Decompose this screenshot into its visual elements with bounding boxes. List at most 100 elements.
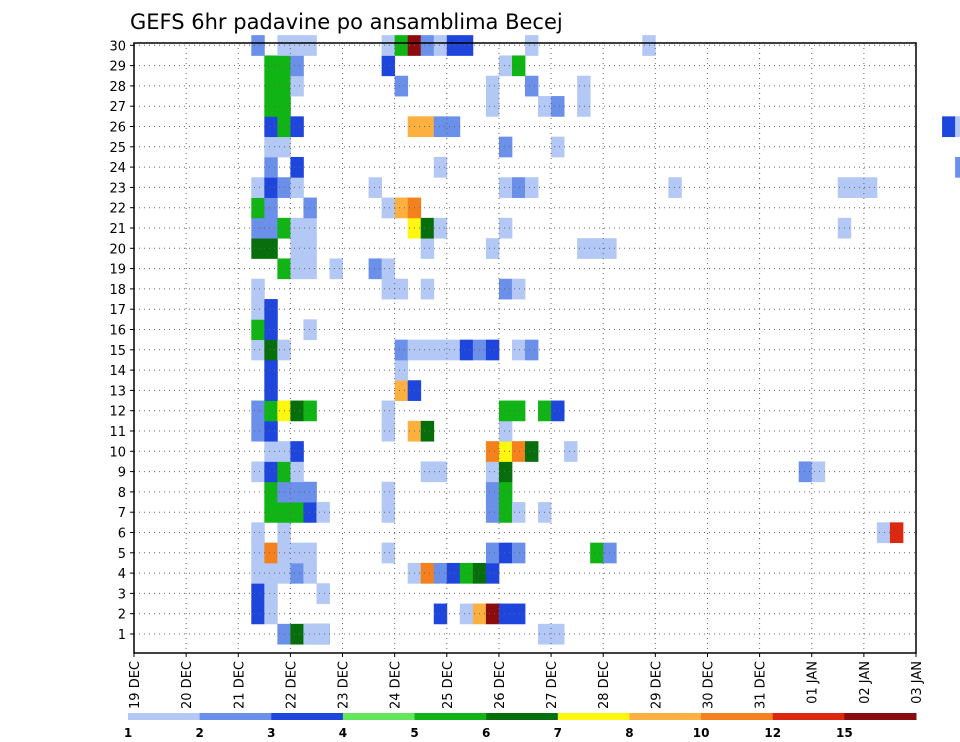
cell-member-8-4 (381, 481, 396, 503)
cell-member-30-3 (303, 35, 317, 56)
cell-member-29-0 (264, 55, 278, 77)
chart-title: GEFS 6hr padavine po ansamblima Becej (130, 10, 563, 34)
cell-member-20-7 (590, 238, 604, 259)
cell-member-23-7 (525, 177, 539, 198)
cell-member-20-1 (264, 238, 278, 259)
cell-member-15-5 (420, 339, 435, 361)
y-tick-label-7: 7 (118, 506, 126, 521)
cell-member-22-4 (394, 197, 409, 219)
cell-member-6-3 (889, 522, 904, 544)
cell-member-10-4 (498, 441, 513, 462)
cell-member-1-4 (303, 623, 317, 645)
y-tick-label-26: 26 (109, 121, 126, 136)
cell-member-16-1 (264, 319, 278, 341)
cell-member-15-11 (511, 339, 526, 361)
y-tick-label-27: 27 (109, 100, 126, 115)
cell-member-5-1 (264, 542, 278, 564)
cell-member-10-6 (525, 441, 539, 462)
x-tick-label-0: 19 DEC (128, 661, 143, 709)
cell-member-1-1 (290, 623, 304, 645)
legend-swatch-9 (772, 713, 845, 720)
cell-member-12-5 (381, 400, 396, 422)
cell-member-14-0 (264, 359, 278, 381)
cell-member-7-2 (290, 502, 304, 523)
cell-member-7-5 (381, 502, 396, 523)
cell-member-28-5 (525, 75, 539, 97)
cell-member-7-6 (485, 502, 500, 523)
x-tick-label-4: 23 DEC (337, 661, 352, 709)
legend-label-10: 10 (693, 726, 710, 740)
cell-member-30-0 (251, 35, 265, 56)
cell-member-2-3 (459, 603, 474, 625)
cell-member-6-0 (251, 522, 265, 544)
x-tick-label-10: 29 DEC (649, 661, 664, 709)
legend-swatch-3 (342, 713, 416, 720)
cell-member-23-11 (863, 177, 878, 198)
cell-member-28-2 (290, 75, 304, 97)
y-tick-label-22: 22 (109, 202, 126, 217)
cell-member-9-7 (498, 461, 513, 483)
cell-member-30-4 (381, 35, 396, 56)
legend-label-1: 1 (124, 726, 132, 740)
heatmap-cells (251, 35, 960, 645)
x-tick-label-9: 28 DEC (597, 661, 612, 709)
cell-member-5-0 (251, 542, 265, 564)
legend-label-8: 8 (625, 726, 633, 740)
y-tick-label-29: 29 (109, 60, 126, 75)
cell-member-19-3 (329, 258, 343, 280)
cell-member-2-5 (485, 603, 500, 625)
cell-member-27-2 (485, 96, 500, 117)
cell-member-25-2 (498, 136, 513, 158)
cell-member-9-3 (290, 461, 304, 483)
cell-member-9-0 (251, 461, 265, 483)
cell-member-4-11 (485, 562, 500, 584)
cell-member-29-4 (498, 55, 513, 77)
x-axis: 19 DEC 20 DEC 21 DEC 22 DEC 23 DEC 24 DEC 25 D… (128, 653, 925, 709)
cell-member-14-1 (394, 359, 409, 381)
cell-member-2-2 (433, 603, 448, 625)
cell-member-18-3 (420, 278, 435, 300)
legend-label-15: 15 (836, 726, 853, 740)
y-tick-label-13: 13 (109, 384, 126, 399)
cell-member-27-4 (551, 96, 565, 117)
cell-member-8-5 (485, 481, 500, 503)
legend-swatch-4 (414, 713, 487, 720)
x-tick-label-12: 31 DEC (754, 661, 769, 709)
y-tick-label-28: 28 (109, 80, 126, 95)
y-tick-label-16: 16 (109, 324, 126, 339)
cell-member-3-0 (251, 583, 265, 604)
cell-member-20-5 (485, 238, 500, 259)
cell-member-20-6 (577, 238, 591, 259)
cell-member-27-5 (577, 96, 591, 117)
cell-member-15-8 (459, 339, 474, 361)
y-tick-label-11: 11 (109, 425, 126, 440)
cell-member-21-3 (290, 217, 304, 239)
cell-member-12-6 (498, 400, 513, 422)
cell-member-11-5 (498, 420, 513, 442)
cell-member-5-6 (485, 542, 500, 564)
cell-member-13-0 (264, 380, 278, 401)
cell-member-29-5 (511, 55, 526, 77)
cell-member-23-10 (850, 177, 865, 198)
cell-member-10-7 (564, 441, 578, 462)
cell-member-30-7 (420, 35, 435, 56)
cell-member-30-10 (459, 35, 474, 56)
cell-member-15-1 (264, 339, 278, 361)
cell-member-30-8 (433, 35, 448, 56)
cell-member-30-11 (525, 35, 539, 56)
cell-member-20-2 (290, 238, 304, 259)
cell-member-2-6 (498, 603, 513, 625)
cell-member-15-6 (433, 339, 448, 361)
x-tick-label-14: 02 JAN (858, 661, 873, 704)
cell-member-3-1 (264, 583, 278, 604)
cell-member-12-7 (511, 400, 526, 422)
x-tick-label-13: 01 JAN (806, 661, 821, 704)
cell-member-20-4 (420, 238, 435, 259)
cell-member-21-6 (420, 217, 435, 239)
cell-member-27-0 (264, 96, 278, 117)
y-tick-label-20: 20 (109, 242, 126, 257)
cell-member-21-4 (303, 217, 317, 239)
cell-member-21-7 (433, 217, 448, 239)
cell-member-25-0 (264, 136, 278, 158)
cell-member-7-8 (511, 502, 526, 523)
